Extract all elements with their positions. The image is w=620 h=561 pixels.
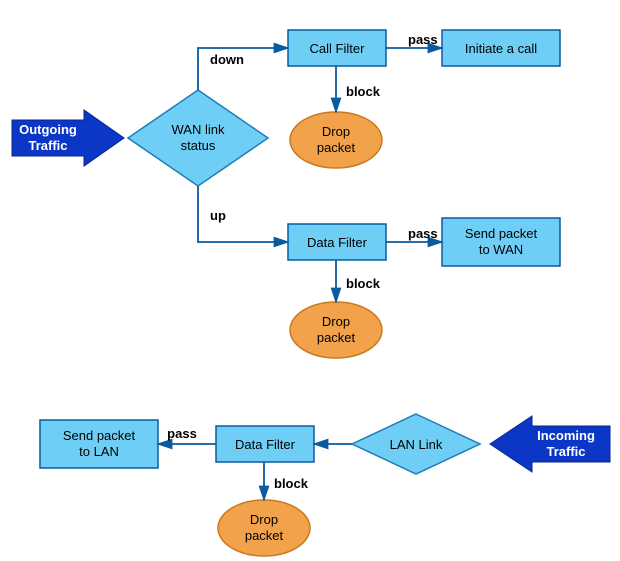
drop3-label-1: Drop	[250, 512, 278, 527]
drop3-label-2: packet	[245, 528, 284, 543]
edge-label-pass-1: pass	[408, 32, 438, 47]
data-filter-incoming-label: Data Filter	[235, 437, 296, 452]
drop1-label-2: packet	[317, 140, 356, 155]
lan-link-diamond: LAN Link	[352, 414, 480, 474]
outgoing-traffic-label-1: Outgoing	[19, 122, 77, 137]
wan-link-status-label-2: status	[181, 138, 216, 153]
drop-packet-mid: Drop packet	[290, 302, 382, 358]
send-lan-label-2: to LAN	[79, 444, 119, 459]
drop1-label-1: Drop	[322, 124, 350, 139]
lan-link-label: LAN Link	[390, 437, 443, 452]
edge-label-pass-3: pass	[167, 426, 197, 441]
send-lan-label-1: Send packet	[63, 428, 136, 443]
data-filter-incoming-box: Data Filter	[216, 426, 314, 462]
incoming-traffic-label-1: Incoming	[537, 428, 595, 443]
send-packet-lan-box: Send packet to LAN	[40, 420, 158, 468]
incoming-traffic-arrow: Incoming Traffic	[490, 416, 610, 472]
outgoing-traffic-label-2: Traffic	[28, 138, 67, 153]
data-filter-outgoing-label: Data Filter	[307, 235, 368, 250]
drop-packet-bottom: Drop packet	[218, 500, 310, 556]
initiate-call-box: Initiate a call	[442, 30, 560, 66]
edge-label-down: down	[210, 52, 244, 67]
drop2-label-2: packet	[317, 330, 356, 345]
incoming-traffic-label-2: Traffic	[546, 444, 585, 459]
edge-label-pass-2: pass	[408, 226, 438, 241]
send-wan-label-1: Send packet	[465, 226, 538, 241]
edge-label-block-1: block	[346, 84, 381, 99]
drop2-label-1: Drop	[322, 314, 350, 329]
send-packet-wan-box: Send packet to WAN	[442, 218, 560, 266]
wan-link-status-diamond: WAN link status	[128, 90, 268, 186]
initiate-call-label: Initiate a call	[465, 41, 537, 56]
send-wan-label-2: to WAN	[479, 242, 523, 257]
packet-filter-flowchart: Outgoing Traffic WAN link status Call Fi…	[0, 0, 620, 561]
call-filter-box: Call Filter	[288, 30, 386, 66]
call-filter-label: Call Filter	[310, 41, 366, 56]
edge-label-up: up	[210, 208, 226, 223]
outgoing-traffic-arrow: Outgoing Traffic	[12, 110, 124, 166]
data-filter-outgoing-box: Data Filter	[288, 224, 386, 260]
edge-label-block-2: block	[346, 276, 381, 291]
wan-link-status-label-1: WAN link	[172, 122, 225, 137]
drop-packet-top: Drop packet	[290, 112, 382, 168]
edge-label-block-3: block	[274, 476, 309, 491]
